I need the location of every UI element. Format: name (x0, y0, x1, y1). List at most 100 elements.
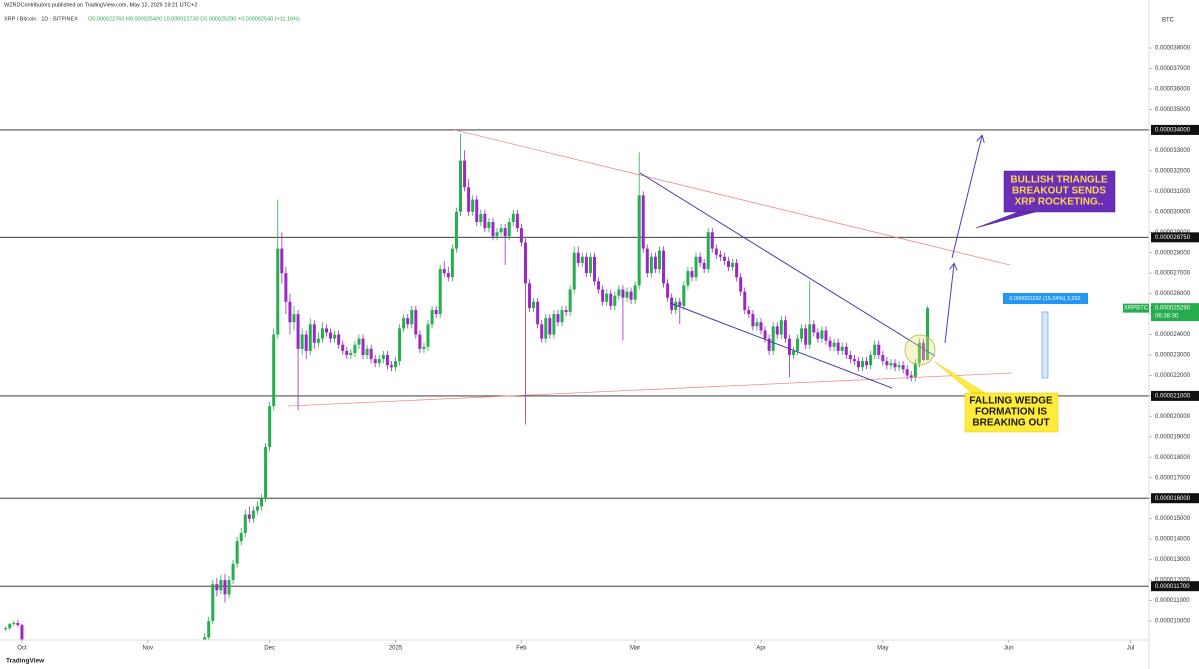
candle-body (223, 580, 227, 595)
wedge-line (639, 172, 936, 357)
candle-body (702, 262, 706, 270)
candle-body (722, 256, 726, 261)
annotation-line: XRP ROCKETING.. (1015, 197, 1104, 208)
candle-body (889, 363, 893, 366)
y-tick-label: 0.000014000 (1155, 537, 1191, 543)
candle-body (698, 256, 702, 263)
x-tick-label: May (877, 646, 888, 652)
candle-body (442, 269, 446, 274)
candle-body (844, 346, 848, 355)
annotation-line: FALLING WEDGE (969, 396, 1053, 407)
candle-body (20, 625, 24, 640)
y-tick-label: 0.000026000 (1155, 291, 1191, 297)
candle-body (337, 334, 341, 345)
candle-body (637, 195, 641, 286)
candle-body (475, 199, 479, 222)
candle-body (215, 584, 219, 591)
x-tick-label: Nov (142, 646, 153, 652)
x-tick-label: Jul (1127, 646, 1135, 652)
measure-box (1003, 293, 1088, 304)
candle-body (560, 309, 564, 323)
candle-body (832, 342, 836, 347)
y-tick-label: 0.000019000 (1155, 434, 1191, 440)
candle-body (548, 318, 552, 335)
candle-body (479, 213, 483, 222)
x-tick-label: Jun (1004, 646, 1014, 652)
last-price-box (1151, 303, 1199, 322)
candle-body (365, 348, 369, 355)
candle-body (621, 289, 625, 298)
candle-body (544, 318, 548, 339)
brand: TradingView (6, 658, 45, 665)
y-tick-label: 0.000038000 (1155, 46, 1191, 52)
countdown: 06:38:30 (1155, 314, 1179, 320)
candle-body (268, 406, 272, 448)
byline: WZRDContributors published on TradingVie… (4, 2, 197, 8)
candle-body (686, 271, 690, 286)
candle-body (316, 338, 320, 343)
candle-body (528, 283, 532, 308)
candle-body (361, 338, 365, 355)
candle-body (649, 256, 653, 274)
candle-body (430, 309, 434, 325)
candle-body (398, 328, 402, 362)
candle-body (280, 248, 284, 274)
y-tick-label: 0.000032000 (1155, 168, 1191, 174)
candle-body (438, 269, 442, 315)
candle-body (731, 262, 735, 268)
candle-body (471, 199, 475, 212)
candle-body (925, 308, 929, 360)
candle-body (747, 309, 751, 315)
candle-body (820, 330, 824, 339)
candle-body (593, 256, 597, 282)
candle-body (674, 301, 678, 310)
annotation-line: BULLISH TRIANGLE (1010, 175, 1108, 186)
candle-body (345, 350, 349, 355)
x-tick-label: Feb (516, 646, 527, 652)
y-tick-label: 0.000017000 (1155, 475, 1191, 481)
candle-body (503, 228, 507, 237)
candle-body (203, 637, 207, 640)
y-tick-label: 0.000018000 (1155, 455, 1191, 461)
level-label: 0.000021000 (1155, 393, 1191, 399)
annotation-line: BREAKING OUT (972, 418, 1049, 429)
measure-label: 0.000002292 (15.04%) 3,292 (1009, 296, 1080, 302)
candle-body (909, 375, 913, 378)
candle-body (515, 213, 519, 229)
candle-body (694, 256, 698, 278)
candle-body (787, 338, 791, 355)
candle-body (227, 580, 231, 595)
y-tick-label: 0.000023000 (1155, 353, 1191, 359)
candle-body (320, 328, 324, 339)
annotation-line: FORMATION IS (975, 407, 1047, 418)
time-axis: Oct Nov Dec 2025 Feb Mar Apr May Jun Jul (17, 640, 1134, 652)
candle-body (373, 359, 377, 364)
candle-body (743, 291, 747, 310)
candle-body (828, 340, 832, 347)
candle-body (251, 510, 255, 519)
candle-body (901, 365, 905, 370)
candle-body (463, 160, 467, 188)
candle-body (292, 314, 296, 323)
candle-body (690, 271, 694, 278)
candle-body (905, 369, 909, 376)
candle-body (633, 285, 637, 300)
candle-body (629, 291, 633, 300)
y-tick-label: 0.000027000 (1155, 271, 1191, 277)
wedge-line (669, 302, 893, 389)
candle-body (211, 584, 215, 621)
candle-body (341, 344, 345, 351)
candle-body (381, 354, 385, 360)
candle-body (613, 295, 617, 306)
candle-body (714, 248, 718, 255)
candle-body (467, 187, 471, 212)
callout (934, 361, 1059, 433)
candle-body (507, 221, 511, 237)
candle-body (913, 363, 917, 378)
drawings (287, 129, 1116, 433)
candle-body (235, 541, 239, 564)
candle-body (523, 242, 527, 284)
candle-body (800, 328, 804, 339)
